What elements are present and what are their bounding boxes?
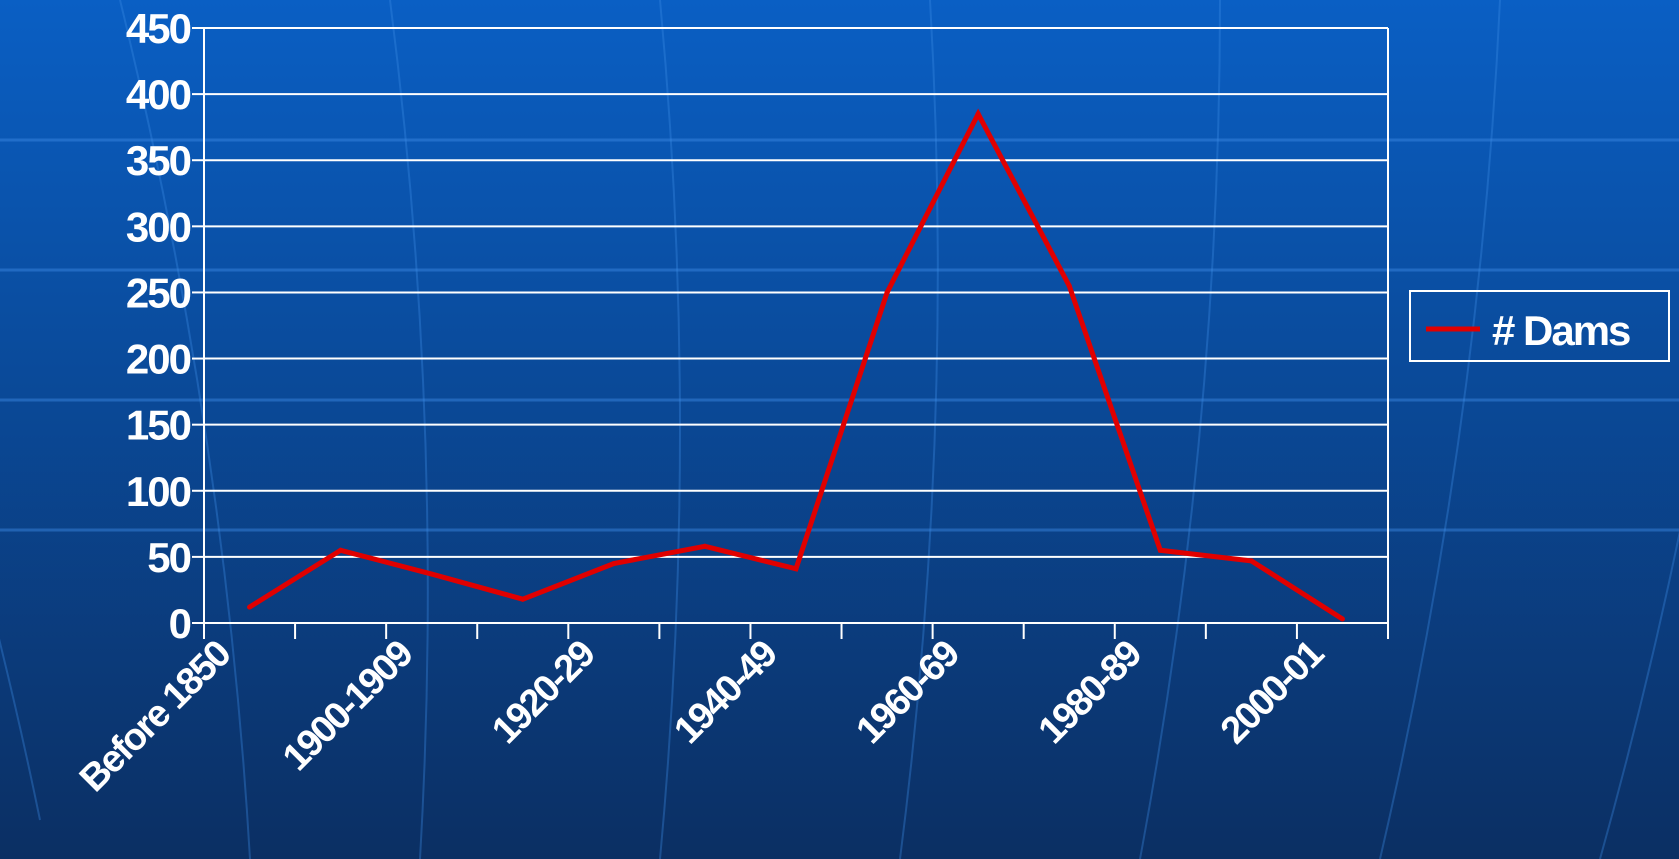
data-point [793,566,799,572]
y-tick-label: 50 [147,534,190,581]
y-tick-label: 100 [126,468,191,515]
data-point [429,571,435,577]
data-point [702,543,708,549]
y-tick-label: 350 [126,137,191,184]
bg-meridian-line [0,638,41,821]
axes [203,28,1389,639]
series-dams [247,108,1345,622]
data-point [611,561,617,566]
y-axis-tick-labels: 0 50 100 150 200 250 300 350 400 450 [126,5,193,647]
y-tick-label: 300 [126,203,191,250]
data-point [1157,547,1163,553]
data-point [884,289,890,295]
data-point [975,111,981,117]
y-tick-label: 400 [126,71,191,118]
data-point [520,596,526,602]
y-tick-label: 0 [169,600,191,647]
bg-meridian-line [1379,0,1501,859]
data-point [247,604,253,610]
bg-meridian-line [899,0,939,859]
y-tick-label: 450 [126,5,191,52]
data-point [338,547,344,553]
data-point [1066,283,1072,289]
bg-meridian-line [1599,530,1679,859]
bg-meridian-line [1139,0,1221,859]
y-tick-label: 150 [126,402,191,449]
legend-label-dams: # Dams [1492,307,1630,354]
data-point [1339,616,1345,622]
bg-meridian-line [659,0,681,859]
legend-box [1409,290,1670,362]
y-tick-label: 250 [126,269,191,316]
data-point [1248,558,1254,564]
legend: # Dams [1409,290,1670,362]
y-tick-label: 200 [126,336,191,383]
bg-meridian-line [389,0,429,859]
